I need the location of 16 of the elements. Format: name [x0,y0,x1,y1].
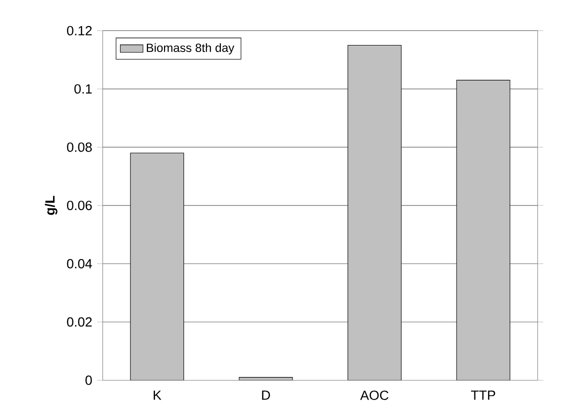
y-tick-label: 0.06 [67,200,92,210]
y-tick-label: 0.1 [74,84,92,94]
x-tick-label: TTP [471,390,496,400]
y-tick-label: 0.08 [67,142,92,152]
bar [456,80,510,380]
y-tick-label: 0 [85,376,92,385]
y-axis-title: g/L [44,196,58,215]
y-tick-label: 0.02 [67,317,92,327]
legend-label: Biomass 8th day [146,43,234,54]
x-tick-label: D [262,390,270,400]
x-tick-label: K [154,390,162,400]
y-tick-label: 0.04 [67,259,92,268]
y-tick-label: 0.12 [67,26,92,36]
x-tick-label: AOC [360,390,388,400]
bar [130,152,184,380]
bar [348,45,402,380]
